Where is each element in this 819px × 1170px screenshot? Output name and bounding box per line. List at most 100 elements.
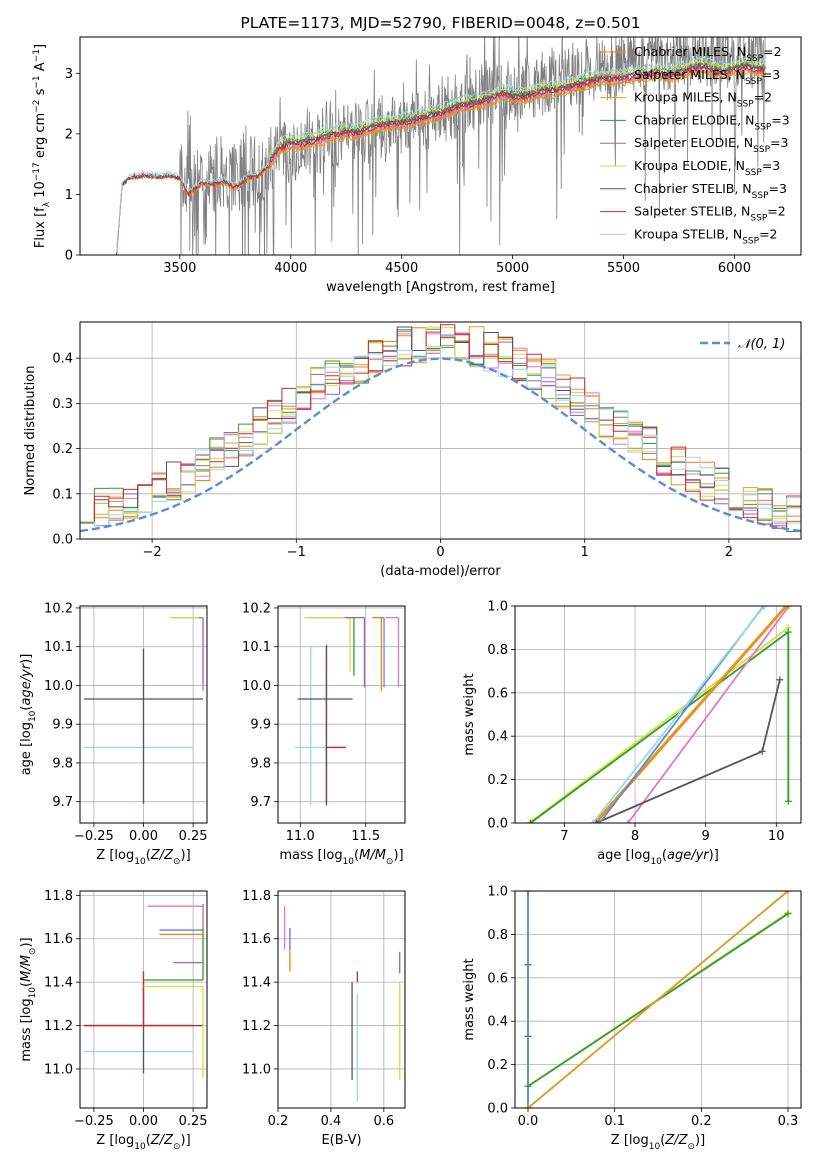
y-axis-label: mass weight [462,673,477,755]
panel-cumulative-age: 7 8 9 10 0.0 0.2 0.4 0.6 0.8 1.0 age [log10(age/yr… [462,600,802,867]
cumulative-marker [760,606,768,610]
legend-entry: Salpeter STELIB, NSSP=2 [634,204,786,224]
cumulative-marker [524,1082,532,1090]
x-tick-label: 0.00 [129,1114,158,1129]
x-axis-label: (data-model)/error [380,564,501,579]
x-tick-label: −0.25 [74,829,114,844]
x-tick-label: 7 [560,829,568,844]
x-axis-label: Z [log10(Z/Z⊙)] [96,1133,190,1152]
y-tick-label: 11.0 [242,1062,271,1077]
x-tick-label: 11.0 [286,829,315,844]
y-tick-label: 11.4 [44,976,73,991]
cumulative-line-3 [627,606,790,823]
legend: 𝒩(0, 1) [700,337,785,352]
x-axis-label: age [log10(age/yr)] [597,848,719,867]
y-tick-label: 9.8 [52,756,73,771]
cumulative-marker [592,819,600,823]
y-tick-label: 0.8 [487,928,508,943]
y-tick-label: 10.1 [44,640,73,655]
cumulative-line-8 [591,606,766,823]
plot-area [515,606,801,823]
x-tick-label: 9 [702,829,710,844]
x-tick-label: 8 [631,829,639,844]
legend-entry: Salpeter ELODIE, NSSP=3 [634,135,788,155]
x-tick-label: 0.25 [179,1114,208,1129]
y-axis-label: Normed distribution [23,366,38,496]
y-tick-label: 11.6 [44,932,73,947]
y-tick-label: 9.7 [250,795,271,810]
y-tick-label: 2 [65,127,73,142]
cumulative-marker [784,910,792,918]
cumulative-marker [596,819,604,823]
legend-entry: Kroupa ELODIE, NSSP=3 [634,158,780,178]
plot-area [278,606,405,823]
legend-entry: Chabrier ELODIE, NSSP=3 [634,112,790,132]
plot-area [278,891,405,1108]
y-tick-label: 10.1 [242,640,271,655]
x-tick-label: 0.2 [691,1114,712,1129]
y-tick-label: 0.4 [487,730,508,745]
panel-age-vs-Z: −0.25 0.00 0.25 9.7 9.8 9.9 10.0 10.1 10.2 Z [log… [19,601,208,867]
y-tick-label: 0.1 [52,487,73,502]
axes-frame [79,321,802,540]
panel-cumulative-Z: 0.0 0.1 0.2 0.3 0.0 0.2 0.4 0.6 0.8 1.0 Z [log10(Z… [462,885,802,1152]
x-axis-label: E(B-V) [321,1133,361,1148]
x-tick-label: −1 [287,545,306,560]
model-line-6 [268,58,766,166]
legend-entry: Chabrier MILES, NSSP=2 [634,44,782,64]
y-tick-label: 11.8 [44,889,73,904]
y-tick-label: 11.2 [44,1019,73,1034]
x-tick-label: −0.25 [74,1114,114,1129]
y-axis-label: Flux [fλ 10−17 erg cm−2 s−1 A−1] [32,44,52,248]
x-tick-label: 0.1 [604,1114,625,1129]
legend-entry: Chabrier STELIB, NSSP=3 [634,181,787,201]
y-tick-label: 0.2 [52,442,73,457]
y-axis-label: mass [log10(M/M⊙)] [19,937,38,1061]
y-tick-label: 0.0 [52,533,73,548]
x-tick-label: 4500 [385,261,418,276]
y-tick-label: 1.0 [487,600,508,615]
panel-mass-vs-EBV: 0.2 0.4 0.6 11.0 11.2 11.4 11.6 11.8 E(B-V) [242,889,406,1148]
legend-entry: Kroupa MILES, NSSP=2 [634,90,772,110]
y-tick-label: 9.8 [250,756,271,771]
cumulative-marker [758,747,766,755]
cumulative-line-2 [529,630,790,823]
cumulative-marker [784,797,792,805]
y-axis-label: age [log10(age/yr)] [19,654,38,776]
axes-frame [277,605,406,824]
axes-frame [514,890,802,1109]
x-tick-label: 0.4 [321,1114,342,1129]
panel-age-vs-mass: 11.0 11.5 9.7 9.8 9.9 10.0 10.1 10.2 mass [log10… [242,601,406,867]
y-tick-label: 10.0 [44,679,73,694]
x-tick-label: 3500 [163,261,196,276]
y-tick-label: 9.9 [250,718,271,733]
y-tick-label: 9.9 [52,718,73,733]
cumulative-marker [624,819,632,823]
legend: Chabrier MILES, NSSP=2 Salpeter MILES, NS… [600,44,790,246]
x-tick-label: 0.25 [179,829,208,844]
legend-entry: 𝒩(0, 1) [738,337,785,352]
x-tick-label: 0.2 [268,1114,289,1129]
y-tick-label: 11.6 [242,932,271,947]
x-tick-label: 11.5 [351,829,380,844]
x-tick-label: 10 [768,829,785,844]
axes-frame [79,605,208,824]
legend-entry: Salpeter MILES, NSSP=3 [634,67,780,87]
y-tick-label: 0.4 [52,352,73,367]
y-tick-label: 0.4 [487,1015,508,1030]
plot-area [80,606,207,823]
y-tick-label: 0.8 [487,643,508,658]
y-tick-label: 1.0 [487,885,508,900]
y-tick-label: 0.2 [487,1058,508,1073]
x-tick-label: 2 [725,545,733,560]
x-tick-label: −2 [143,545,162,560]
x-tick-label: 4000 [274,261,307,276]
cumulative-marker [525,819,533,823]
x-axis-label: Z [log10(Z/Z⊙)] [611,1133,705,1152]
plot-area [80,891,207,1108]
panel-spectrum: 3500 4000 4500 5000 5500 6000 0 1 2 3 PLATE=1173, … [32,14,802,295]
y-tick-label: 3 [65,67,73,82]
x-axis-label: wavelength [Angstrom, rest frame] [326,280,555,295]
y-tick-label: 0.6 [487,971,508,986]
